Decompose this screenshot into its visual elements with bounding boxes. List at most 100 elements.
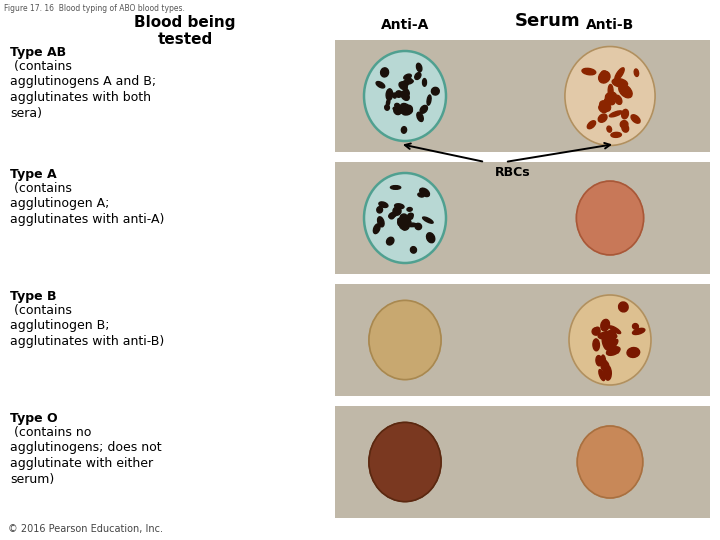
Ellipse shape: [379, 202, 388, 207]
Text: Type AB: Type AB: [10, 46, 66, 59]
Ellipse shape: [569, 295, 651, 385]
Ellipse shape: [398, 218, 408, 222]
Ellipse shape: [600, 101, 611, 111]
Ellipse shape: [364, 173, 446, 263]
Ellipse shape: [594, 327, 600, 333]
Ellipse shape: [399, 82, 408, 90]
Ellipse shape: [395, 91, 402, 97]
Ellipse shape: [420, 188, 429, 197]
Text: Type B: Type B: [10, 290, 56, 303]
Ellipse shape: [615, 68, 624, 80]
Ellipse shape: [402, 219, 410, 226]
Ellipse shape: [600, 319, 610, 331]
Text: (contains no
agglutinogens; does not
agglutinate with either
serum): (contains no agglutinogens; does not agg…: [10, 426, 161, 485]
Ellipse shape: [406, 223, 417, 227]
Text: Serum: Serum: [516, 12, 581, 30]
Ellipse shape: [618, 84, 632, 98]
Ellipse shape: [393, 106, 404, 110]
Bar: [335, 284, 710, 396]
Ellipse shape: [393, 207, 401, 215]
Ellipse shape: [598, 359, 608, 367]
Ellipse shape: [604, 332, 617, 338]
Ellipse shape: [588, 121, 595, 129]
Ellipse shape: [407, 218, 410, 222]
Ellipse shape: [406, 105, 413, 112]
Ellipse shape: [408, 213, 413, 219]
Ellipse shape: [606, 347, 620, 355]
Ellipse shape: [364, 51, 446, 141]
Bar: [335, 162, 710, 274]
Ellipse shape: [404, 110, 412, 114]
Ellipse shape: [369, 300, 441, 380]
Ellipse shape: [374, 224, 380, 234]
Ellipse shape: [634, 69, 639, 77]
Ellipse shape: [420, 188, 426, 195]
Ellipse shape: [607, 339, 611, 343]
Ellipse shape: [408, 78, 412, 83]
Ellipse shape: [596, 355, 602, 366]
Ellipse shape: [390, 186, 401, 190]
Ellipse shape: [592, 328, 600, 335]
Ellipse shape: [604, 365, 611, 380]
Ellipse shape: [389, 213, 395, 219]
Ellipse shape: [627, 348, 639, 357]
Ellipse shape: [577, 426, 643, 498]
Ellipse shape: [415, 72, 421, 79]
Ellipse shape: [606, 92, 616, 101]
Text: Figure 17. 16  Blood typing of ABO blood types.: Figure 17. 16 Blood typing of ABO blood …: [4, 4, 185, 13]
Ellipse shape: [408, 213, 413, 219]
Ellipse shape: [402, 225, 409, 230]
Ellipse shape: [423, 217, 433, 223]
Ellipse shape: [381, 68, 389, 77]
Text: Type O: Type O: [10, 412, 58, 425]
Ellipse shape: [602, 335, 609, 350]
Ellipse shape: [608, 339, 618, 350]
Ellipse shape: [401, 217, 411, 222]
Ellipse shape: [599, 105, 607, 113]
Ellipse shape: [607, 126, 611, 132]
Ellipse shape: [593, 339, 600, 351]
Text: RBCs: RBCs: [495, 166, 531, 179]
Ellipse shape: [615, 95, 622, 104]
Ellipse shape: [377, 207, 382, 213]
Text: (contains
agglutinogens A and B;
agglutinates with both
sera): (contains agglutinogens A and B; aggluti…: [10, 60, 156, 119]
Ellipse shape: [398, 218, 407, 225]
Ellipse shape: [394, 106, 402, 114]
Ellipse shape: [601, 71, 609, 81]
Ellipse shape: [577, 181, 644, 255]
Ellipse shape: [618, 302, 628, 312]
Ellipse shape: [620, 120, 628, 128]
Ellipse shape: [598, 71, 610, 83]
Ellipse shape: [417, 112, 423, 122]
Ellipse shape: [608, 84, 613, 97]
Ellipse shape: [384, 105, 390, 110]
Bar: [335, 40, 710, 152]
Ellipse shape: [389, 212, 397, 218]
Ellipse shape: [386, 89, 392, 100]
Ellipse shape: [400, 82, 408, 87]
Ellipse shape: [397, 218, 404, 226]
Ellipse shape: [609, 111, 622, 117]
Ellipse shape: [401, 127, 407, 133]
Ellipse shape: [369, 422, 441, 502]
Ellipse shape: [402, 107, 413, 115]
Ellipse shape: [598, 333, 610, 339]
Ellipse shape: [598, 114, 607, 122]
Ellipse shape: [377, 217, 384, 227]
Ellipse shape: [387, 237, 394, 245]
Ellipse shape: [400, 214, 407, 220]
Text: © 2016 Pearson Education, Inc.: © 2016 Pearson Education, Inc.: [8, 524, 163, 534]
Ellipse shape: [395, 104, 400, 107]
Ellipse shape: [392, 93, 396, 98]
Ellipse shape: [399, 110, 405, 113]
Text: Type A: Type A: [10, 168, 57, 181]
Ellipse shape: [606, 344, 618, 353]
Ellipse shape: [605, 98, 615, 105]
Text: Anti-B: Anti-B: [586, 18, 634, 32]
Ellipse shape: [404, 88, 409, 95]
Ellipse shape: [609, 326, 621, 334]
Ellipse shape: [404, 74, 411, 79]
Ellipse shape: [565, 46, 655, 145]
Ellipse shape: [418, 193, 424, 197]
Ellipse shape: [416, 63, 422, 72]
